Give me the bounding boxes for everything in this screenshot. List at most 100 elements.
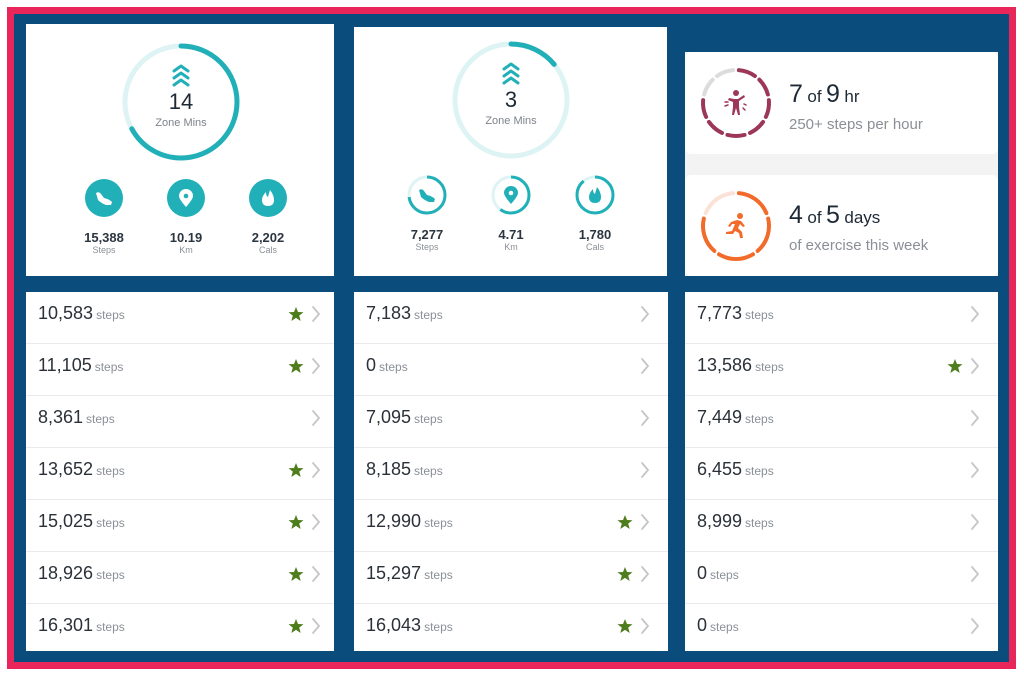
steps-count: 18,926 steps xyxy=(38,563,125,584)
steps-unit: steps xyxy=(94,360,124,374)
zone-minutes-value: 3 xyxy=(504,87,518,112)
exercise-days-subtitle: of exercise this week xyxy=(789,237,929,254)
steps-unit: steps xyxy=(710,620,739,634)
exercise-days-progress-ring xyxy=(701,191,771,261)
steps-list-row[interactable]: 8,999 steps xyxy=(685,500,998,552)
steps-count: 13,586 steps xyxy=(697,355,784,376)
chevron-right-icon[interactable] xyxy=(311,409,321,427)
steps-unit: steps xyxy=(414,464,443,478)
steps-unit: steps xyxy=(414,308,443,322)
steps-list-row[interactable]: 0 steps xyxy=(685,604,998,656)
zone-ring-progress xyxy=(122,43,240,161)
zone-minutes-label: Zone Mins xyxy=(485,115,537,127)
chevron-right-icon[interactable] xyxy=(311,565,321,583)
steps-unit: steps xyxy=(745,464,774,478)
steps-list-row[interactable]: 7,773 steps xyxy=(685,292,998,344)
steps-value: 13,652 xyxy=(38,459,94,479)
steps-list-row[interactable]: 13,586 steps xyxy=(685,344,998,396)
steps-list-row[interactable]: 15,025 steps xyxy=(26,500,334,552)
chevron-right-icon[interactable] xyxy=(640,357,650,375)
stat-calories-value: 2,202 xyxy=(251,230,285,245)
chevron-right-icon[interactable] xyxy=(640,513,650,531)
steps-unit: steps xyxy=(755,360,784,374)
ring-segment-complete xyxy=(755,216,771,253)
chevron-right-icon[interactable] xyxy=(970,357,980,375)
chevron-right-icon[interactable] xyxy=(311,513,321,531)
chevron-right-icon[interactable] xyxy=(640,617,650,635)
ring-segment-complete xyxy=(757,77,770,97)
goal-star-icon xyxy=(288,307,304,321)
chevron-right-icon[interactable] xyxy=(640,305,650,323)
ring-segment-complete xyxy=(701,216,717,253)
location-pin-icon-badge xyxy=(166,178,206,218)
goal-star-icon xyxy=(288,567,304,581)
chevron-right-icon[interactable] xyxy=(640,409,650,427)
chevron-right-icon[interactable] xyxy=(970,565,980,583)
steps-list-row[interactable]: 0 steps xyxy=(685,552,998,604)
steps-value: 6,455 xyxy=(697,459,743,479)
steps-list-row[interactable]: 10,583 steps xyxy=(26,292,334,344)
steps-value: 0 xyxy=(697,615,708,635)
chevron-right-icon[interactable] xyxy=(640,565,650,583)
stat-calories-label: Cals xyxy=(585,242,604,252)
steps-unit: steps xyxy=(424,568,453,582)
chevron-right-icon[interactable] xyxy=(970,513,980,531)
steps-count: 7,183 steps xyxy=(366,303,443,324)
stat-steps-value: 7,277 xyxy=(410,227,444,242)
stat-calories: 1,780 Cals xyxy=(555,175,635,253)
steps-value: 7,095 xyxy=(366,407,412,427)
active-hours-value: 7 of 9 hr xyxy=(789,80,859,109)
chevron-right-icon[interactable] xyxy=(311,617,321,635)
chevron-right-icon[interactable] xyxy=(970,617,980,635)
steps-list-row[interactable]: 13,652 steps xyxy=(26,448,334,500)
steps-list-row[interactable]: 7,095 steps xyxy=(354,396,668,448)
chevron-right-icon[interactable] xyxy=(311,461,321,479)
steps-list-row[interactable]: 11,105 steps xyxy=(26,344,334,396)
steps-unit: steps xyxy=(96,516,125,530)
steps-unit: steps xyxy=(710,568,739,582)
zone-chevrons-icon xyxy=(502,62,520,85)
day-summary-card-1[interactable]: 14 Zone Mins 15,388 Steps 10.19 Km xyxy=(26,24,334,276)
ring-segment-incomplete xyxy=(715,68,736,78)
steps-list-row[interactable]: 7,449 steps xyxy=(685,396,998,448)
zone-chevrons-icon xyxy=(172,64,190,87)
chevron-right-icon[interactable] xyxy=(311,357,321,375)
steps-list-row[interactable]: 15,297 steps xyxy=(354,552,668,604)
goal-star-icon xyxy=(617,567,633,581)
active-hours-goal-card[interactable]: 7 of 9 hr 250+ steps per hour xyxy=(685,52,998,154)
steps-list-row[interactable]: 0 steps xyxy=(354,344,668,396)
steps-list-row[interactable]: 16,301 steps xyxy=(26,604,334,656)
chevron-right-icon[interactable] xyxy=(311,305,321,323)
goal-star-icon xyxy=(288,515,304,529)
steps-list-row[interactable]: 8,185 steps xyxy=(354,448,668,500)
steps-list-row[interactable]: 18,926 steps xyxy=(26,552,334,604)
zone-ring-svg xyxy=(122,43,240,161)
steps-unit: steps xyxy=(745,516,774,530)
steps-unit: steps xyxy=(745,308,774,322)
steps-list-row[interactable]: 16,043 steps xyxy=(354,604,668,656)
steps-list-row[interactable]: 7,183 steps xyxy=(354,292,668,344)
chevron-right-icon[interactable] xyxy=(970,461,980,479)
steps-count: 12,990 steps xyxy=(366,511,453,532)
flame-icon xyxy=(575,175,615,215)
exercise-days-total: 5 xyxy=(826,201,840,229)
exercise-days-of: of xyxy=(807,208,822,227)
chevron-right-icon[interactable] xyxy=(970,305,980,323)
exercise-days-goal-card[interactable]: 4 of 5 days of exercise this week xyxy=(685,175,998,276)
steps-value: 0 xyxy=(697,563,708,583)
stat-distance-value: 10.19 xyxy=(169,230,203,245)
ring-segment-complete xyxy=(706,119,725,135)
chevron-right-icon[interactable] xyxy=(970,409,980,427)
zone-minutes-value: 14 xyxy=(168,89,194,114)
steps-list-row[interactable]: 8,361 steps xyxy=(26,396,334,448)
flame-icon-badge xyxy=(248,178,288,218)
stat-calories: 2,202 Cals xyxy=(228,178,308,256)
steps-count: 8,361 steps xyxy=(38,407,115,428)
steps-count: 16,043 steps xyxy=(366,615,453,636)
steps-list-row[interactable]: 12,990 steps xyxy=(354,500,668,552)
stat-distance-label: Km xyxy=(504,242,518,252)
active-hours-progress-ring xyxy=(701,68,771,138)
day-summary-card-2[interactable]: 3 Zone Mins 7,277 Steps 4.71 Km xyxy=(354,27,667,276)
chevron-right-icon[interactable] xyxy=(640,461,650,479)
steps-list-row[interactable]: 6,455 steps xyxy=(685,448,998,500)
